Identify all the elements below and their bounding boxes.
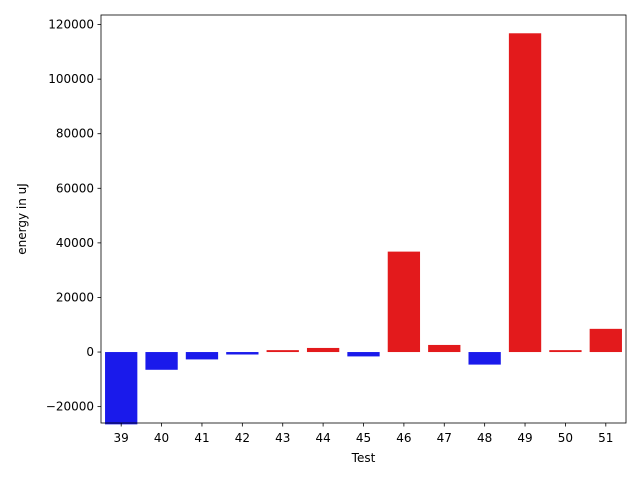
bar-43 xyxy=(266,350,299,353)
y-tick-label: 100000 xyxy=(48,72,94,86)
y-tick-label: 40000 xyxy=(56,236,94,250)
x-tick-label: 48 xyxy=(477,431,492,445)
bar-41 xyxy=(185,352,219,360)
x-tick-label: 44 xyxy=(315,431,330,445)
x-tick-label: 41 xyxy=(194,431,209,445)
x-tick-label: 51 xyxy=(598,431,613,445)
bar-42 xyxy=(226,352,259,355)
x-tick-label: 50 xyxy=(558,431,573,445)
bar-47 xyxy=(428,344,461,353)
x-tick-label: 39 xyxy=(114,431,129,445)
bar-46 xyxy=(387,251,421,353)
bar-39 xyxy=(105,352,138,425)
y-tick-label: 120000 xyxy=(48,18,94,32)
y-axis-ticks: −20000 0 20000 40000 60000 80000 100000 120000 xyxy=(46,18,101,414)
y-tick-label: 20000 xyxy=(56,290,94,304)
bar-48 xyxy=(468,352,501,365)
y-tick-label: 60000 xyxy=(56,181,94,195)
x-axis-label: Test xyxy=(351,451,376,465)
bar-40 xyxy=(145,352,178,370)
bar-44 xyxy=(306,347,340,353)
x-tick-label: 46 xyxy=(396,431,411,445)
x-axis-ticks: 39 40 41 42 43 44 45 46 47 48 49 50 51 xyxy=(114,423,613,445)
y-tick-label: −20000 xyxy=(46,400,94,414)
bar-49 xyxy=(508,33,542,353)
y-axis-label: energy in uJ xyxy=(15,183,29,255)
bars-group xyxy=(105,33,622,425)
plot-frame xyxy=(100,14,627,424)
x-tick-label: 49 xyxy=(517,431,532,445)
bar-45 xyxy=(347,352,380,357)
x-tick-label: 47 xyxy=(437,431,452,445)
x-tick-label: 42 xyxy=(235,431,250,445)
x-tick-label: 43 xyxy=(275,431,290,445)
y-tick-label: 80000 xyxy=(56,127,94,141)
x-tick-label: 40 xyxy=(154,431,169,445)
bar-50 xyxy=(549,350,582,353)
y-tick-label: 0 xyxy=(86,345,94,359)
bar-51 xyxy=(589,328,622,353)
x-tick-label: 45 xyxy=(356,431,371,445)
